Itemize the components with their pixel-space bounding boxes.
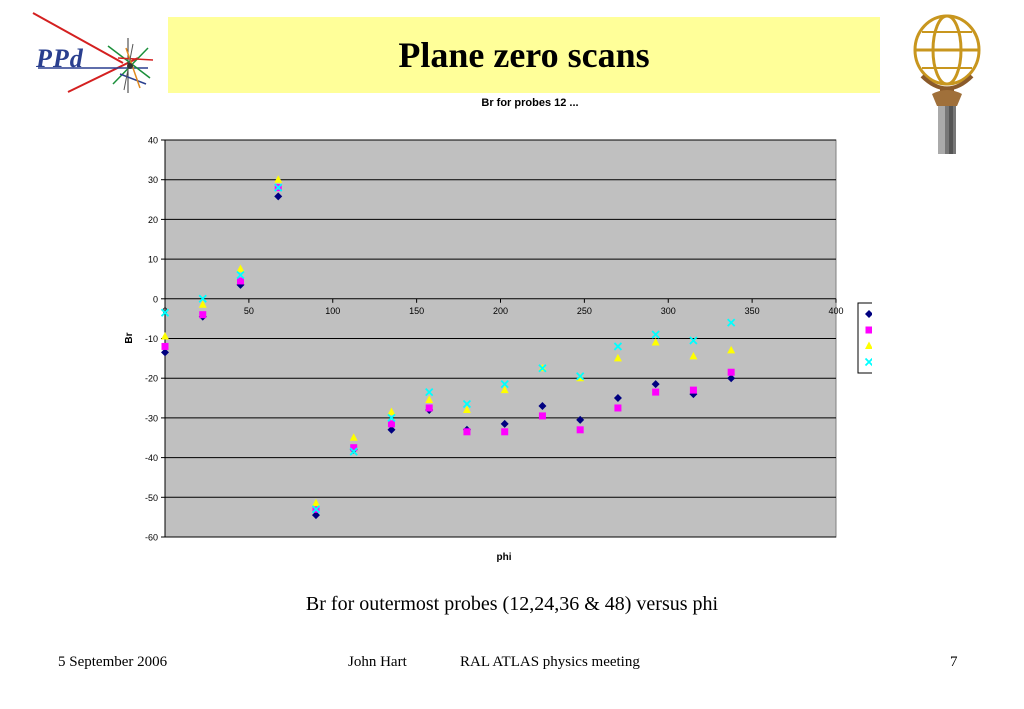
y-tick-label: -40 bbox=[145, 453, 158, 463]
atlas-logo bbox=[902, 6, 992, 158]
y-tick-label: 10 bbox=[148, 255, 158, 265]
series3-point bbox=[349, 433, 358, 441]
series2-point bbox=[387, 420, 395, 428]
series2-point bbox=[501, 428, 509, 436]
slide-caption: Br for outermost probes (12,24,36 & 48) … bbox=[305, 593, 719, 615]
series4-point bbox=[274, 183, 283, 192]
series4-point bbox=[727, 318, 736, 327]
series4-point bbox=[462, 399, 472, 409]
y-tick-label: 0 bbox=[153, 294, 158, 304]
series2-point bbox=[425, 404, 433, 412]
series4-point bbox=[651, 330, 660, 339]
x-tick-label: 150 bbox=[409, 306, 424, 316]
series2-point bbox=[689, 386, 697, 394]
ppd-burst-icon bbox=[32, 12, 154, 93]
series4-point bbox=[160, 308, 170, 317]
series3-point bbox=[689, 351, 698, 360]
series1-point bbox=[538, 401, 547, 410]
series4-point bbox=[311, 505, 321, 514]
series1-point bbox=[500, 419, 509, 428]
ppd-logo: PPd bbox=[28, 8, 158, 96]
series2-point bbox=[727, 368, 735, 376]
legend-marker-series2 bbox=[865, 326, 872, 334]
x-tick-label: 250 bbox=[577, 306, 592, 316]
series4-point bbox=[576, 372, 585, 381]
series3-point bbox=[274, 175, 283, 183]
series3-point bbox=[311, 498, 320, 507]
y-tick-label: 30 bbox=[148, 175, 158, 185]
series1-point bbox=[727, 374, 736, 383]
slide-title: Plane zero scans bbox=[398, 35, 650, 75]
x-tick-label: 300 bbox=[661, 306, 676, 316]
series2-point bbox=[538, 412, 546, 420]
series1-point bbox=[311, 511, 320, 520]
series3-point bbox=[198, 300, 207, 308]
y-axis-title: Br bbox=[124, 332, 135, 343]
series4-point bbox=[236, 270, 245, 280]
chart-title: Br for probes 12 ... bbox=[481, 97, 578, 109]
atlas-figure-icon bbox=[913, 14, 981, 154]
x-axis-title: phi bbox=[497, 552, 512, 563]
x-tick-label: 50 bbox=[244, 306, 254, 316]
series1-point bbox=[576, 415, 585, 424]
series4-point bbox=[500, 380, 509, 389]
series1-point bbox=[274, 192, 283, 201]
series3-point bbox=[425, 395, 434, 404]
series4-point bbox=[538, 364, 547, 373]
footer-meeting: RAL ATLAS physics meeting bbox=[460, 654, 640, 670]
series4-point bbox=[689, 336, 698, 345]
series2-point bbox=[652, 388, 660, 396]
series3-point bbox=[161, 332, 169, 340]
series3-point bbox=[651, 337, 660, 346]
series4-point bbox=[425, 387, 434, 397]
y-tick-label: -50 bbox=[145, 493, 158, 503]
legend-marker-series4 bbox=[864, 357, 872, 367]
y-tick-label: 40 bbox=[148, 136, 158, 146]
legend-marker-series1 bbox=[865, 310, 872, 318]
series3-point bbox=[500, 385, 509, 394]
series4-point bbox=[613, 342, 623, 351]
series2-point bbox=[576, 426, 584, 434]
x-tick-label: 100 bbox=[325, 306, 340, 316]
ppd-logo-text: PPd bbox=[36, 44, 84, 73]
footer-date: 5 September 2006 bbox=[58, 654, 168, 670]
series2-point bbox=[199, 311, 207, 319]
x-tick-label: 0 bbox=[162, 306, 167, 316]
title-banner: Plane zero scans bbox=[168, 17, 880, 93]
series3-point bbox=[236, 264, 245, 273]
y-tick-label: -20 bbox=[145, 374, 158, 384]
series4-point bbox=[387, 413, 396, 423]
series2-point bbox=[463, 428, 471, 436]
series4-point bbox=[349, 447, 358, 456]
series2-point bbox=[350, 444, 358, 452]
y-tick-label: -60 bbox=[145, 533, 158, 543]
x-tick-label: 200 bbox=[493, 306, 508, 316]
y-tick-label: 20 bbox=[148, 215, 158, 225]
series2-point bbox=[614, 404, 622, 412]
legend-marker-series3 bbox=[865, 341, 872, 349]
x-tick-label: 400 bbox=[828, 306, 843, 316]
footer-page-number: 7 bbox=[950, 654, 958, 670]
series1-point bbox=[387, 425, 396, 434]
br-vs-phi-chart: Br for probes 12 ...403020100-10-20-30-4… bbox=[124, 97, 872, 563]
footer-author: John Hart bbox=[348, 654, 407, 670]
series2-point bbox=[236, 277, 244, 285]
y-tick-label: -30 bbox=[145, 413, 158, 423]
y-tick-label: -10 bbox=[145, 334, 158, 344]
series1-point bbox=[651, 380, 660, 389]
legend-box bbox=[857, 302, 872, 374]
series2-point bbox=[161, 342, 169, 350]
series3-point bbox=[462, 405, 471, 413]
series1-point bbox=[613, 394, 622, 403]
series3-point bbox=[727, 345, 736, 354]
series1-point bbox=[161, 348, 169, 357]
x-tick-label: 350 bbox=[745, 306, 760, 316]
series4-point bbox=[198, 294, 207, 303]
series3-point bbox=[613, 353, 622, 362]
series3-point bbox=[387, 407, 396, 415]
